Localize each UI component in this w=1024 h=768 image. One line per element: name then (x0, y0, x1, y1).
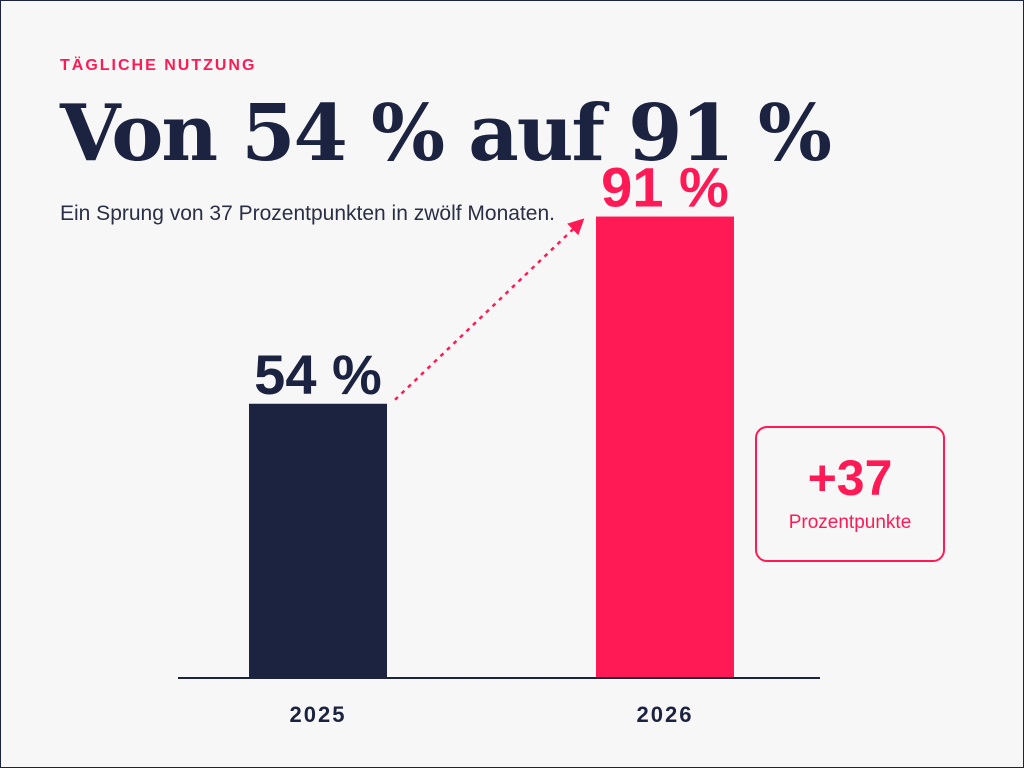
category-label-2026: 2026 (637, 702, 694, 727)
category-label-2025: 2025 (290, 702, 347, 727)
bar-2025 (249, 403, 387, 677)
change-callout-value: +37 (807, 450, 893, 506)
value-label-2025: 54 % (254, 343, 382, 406)
growth-arrow-head (567, 218, 585, 236)
chart-subtitle: Ein Sprung von 37 Prozentpunkten in zwöl… (60, 202, 555, 225)
growth-arrow-line (394, 221, 581, 401)
change-callout-label: Prozentpunkte (788, 512, 912, 533)
value-label-2026: 91 % (601, 156, 729, 219)
change-callout: +37 Prozentpunkte (755, 426, 945, 562)
chart-title: Von 54 % auf 91 % (60, 88, 832, 179)
bar-2026 (596, 216, 734, 678)
eyebrow-label: TÄGLICHE NUTZUNG (60, 57, 257, 74)
